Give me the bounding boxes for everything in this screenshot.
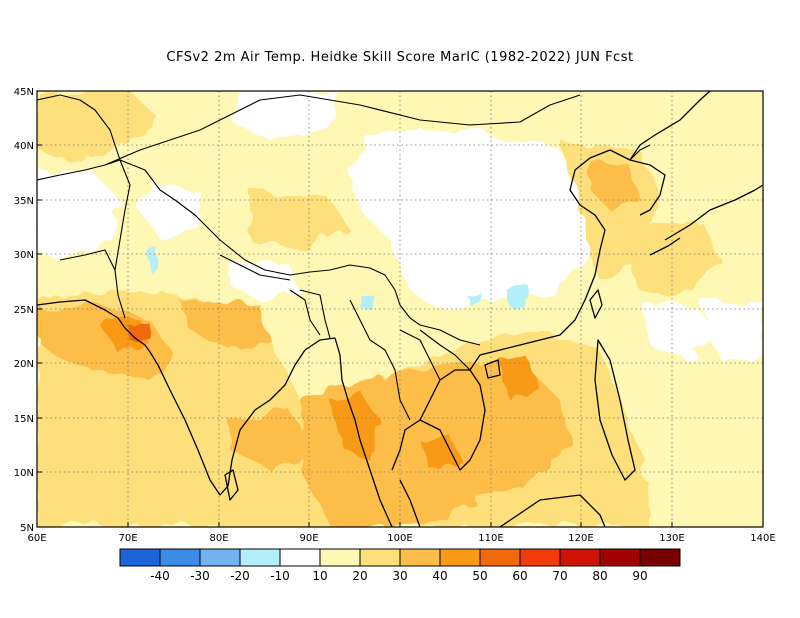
lat-label: 20N [14,359,34,370]
lon-label: 100E [387,533,412,544]
colorbar-swatch [639,548,681,567]
lat-label: 10N [14,468,34,479]
colorbar-label: -40 [150,569,170,583]
lon-label: 140E [750,533,775,544]
lat-label: 30N [14,250,34,261]
country-borders [37,94,651,421]
lat-label: 35N [14,196,34,207]
lon-label: 120E [568,533,593,544]
colorbar-swatch [559,548,601,567]
lat-label: 5N [20,523,34,534]
colorbar-swatch [439,548,481,567]
colorbar-label: -20 [230,569,250,583]
colorbar-swatch [319,548,361,567]
lon-label: 80E [209,533,228,544]
skill-field [37,91,763,527]
colorbar-label: -10 [270,569,290,583]
lat-label: 45N [14,87,34,98]
lon-label: 110E [478,533,503,544]
colorbar-label: 70 [552,569,567,583]
colorbar-swatch [479,548,521,567]
colorbar-swatch [159,548,201,567]
colorbar-label: 90 [632,569,647,583]
colorbar-swatch [599,548,641,567]
colorbar-label: -30 [190,569,210,583]
colorbar-swatch [239,548,281,567]
colorbar: -40 -30 -20 -10 10 20 30 40 50 60 70 80 90 [119,548,681,583]
colorbar-label: 80 [592,569,607,583]
colorbar-swatch [399,548,441,567]
axis-ticks [37,144,673,527]
colorbar-label: 50 [472,569,487,583]
lon-label: 130E [659,533,684,544]
colorbar-swatch [279,548,321,567]
coastlines [37,91,763,527]
colorbar-label: 20 [352,569,367,583]
lon-label: 90E [299,533,318,544]
colorbar-label: 60 [512,569,527,583]
lat-label: 40N [14,141,34,152]
colorbar-label: 30 [392,569,407,583]
colorbar-label: 10 [312,569,327,583]
colorbar-swatch [119,548,161,567]
colorbar-label: 40 [432,569,447,583]
colorbar-swatch [359,548,401,567]
lon-label: 60E [27,533,46,544]
colorbar-swatch [519,548,561,567]
lat-label: 15N [14,414,34,425]
map-title: CFSv2 2m Air Temp. Heidke Skill Score Ma… [166,50,634,65]
lat-label: 25N [14,305,34,316]
colorbar-swatch [199,548,241,567]
lon-label: 70E [118,533,137,544]
